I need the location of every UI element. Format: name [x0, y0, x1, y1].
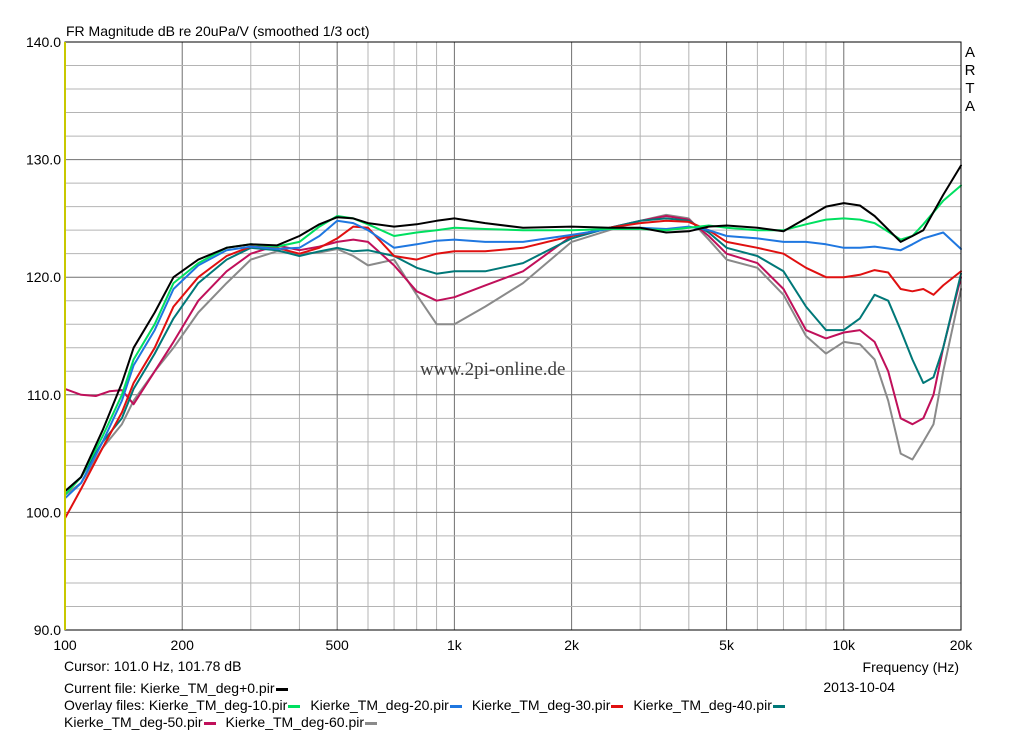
- x-tick-labels: 100 200 500 1k 2k 5k 10k 20k: [53, 637, 973, 653]
- grid-lines: [64, 41, 962, 631]
- date-label: 2013-10-04: [823, 679, 895, 695]
- series-line-kierke-tm-deg+0-pir: [64, 164, 962, 493]
- watermark: www.2pi-online.de: [420, 359, 565, 380]
- legend-entry-deg-30: Kierke_TM_deg-30.pir: [472, 697, 634, 713]
- x-tick-label: 20k: [950, 637, 974, 653]
- y-tick-labels: 90.0 100.0 110.0 120.0 130.0 140.0: [26, 34, 61, 638]
- x-tick-label: 100: [53, 637, 77, 653]
- x-tick-label: 10k: [832, 637, 856, 653]
- series-line-kierke-tm-deg-50-pir: [64, 215, 962, 426]
- side-label-letter: T: [965, 80, 974, 97]
- legend-entry-deg-60: Kierke_TM_deg-60.pir: [226, 714, 388, 730]
- chart-title: FR Magnitude dB re 20uPa/V (smoothed 1/3…: [66, 23, 370, 39]
- x-tick-label: 5k: [719, 637, 735, 653]
- series-line-kierke-tm-deg-60-pir: [64, 213, 962, 496]
- y-tick-label: 120.0: [26, 269, 61, 285]
- x-tick-label: 200: [171, 637, 195, 653]
- y-tick-label: 100.0: [26, 504, 61, 520]
- legend-entry-deg-10: Kierke_TM_deg-10.pir: [149, 697, 311, 713]
- legend-entry-deg-20: Kierke_TM_deg-20.pir: [310, 697, 472, 713]
- x-tick-label: 1k: [447, 637, 463, 653]
- x-tick-label: 2k: [564, 637, 580, 653]
- y-tick-label: 90.0: [34, 622, 61, 638]
- cursor-readout: Cursor: 101.0 Hz, 101.78 dB: [64, 658, 242, 674]
- overlay-files-label: Overlay files:: [64, 697, 145, 713]
- side-label-letter: A: [965, 98, 975, 115]
- series-line-kierke-tm-deg-30-pir: [64, 219, 962, 520]
- x-axis-label: Frequency (Hz): [863, 659, 959, 675]
- series-lines: [64, 164, 962, 520]
- y-tick-label: 110.0: [27, 387, 61, 403]
- plot-area: [65, 42, 961, 630]
- side-label-letter: R: [965, 62, 976, 79]
- legend-swatch-deg+0: [275, 687, 288, 691]
- series-line-kierke-tm-deg-10-pir: [64, 184, 962, 496]
- y-tick-label: 140.0: [26, 34, 61, 50]
- overlay-files-line: Overlay files: Kierke_TM_deg-10.pir Kierk…: [64, 697, 795, 714]
- x-tick-label: 500: [325, 637, 349, 653]
- side-label-letter: A: [965, 44, 975, 61]
- legend-entry-deg-40: Kierke_TM_deg-40.pir: [633, 697, 795, 713]
- overlay-files-line-2: Kierke_TM_deg-50.pir Kierke_TM_deg-60.pir: [64, 714, 387, 731]
- series-line-kierke-tm-deg-20-pir: [64, 219, 962, 500]
- current-file-line: Current file: Kierke_TM_deg+0.pir: [64, 680, 298, 697]
- y-tick-label: 130.0: [26, 152, 61, 168]
- current-file-label: Current file: Kierke_TM_deg+0.pir: [64, 680, 275, 696]
- legend-entry-deg-50: Kierke_TM_deg-50.pir: [64, 714, 226, 730]
- series-line-kierke-tm-deg-40-pir: [64, 217, 962, 493]
